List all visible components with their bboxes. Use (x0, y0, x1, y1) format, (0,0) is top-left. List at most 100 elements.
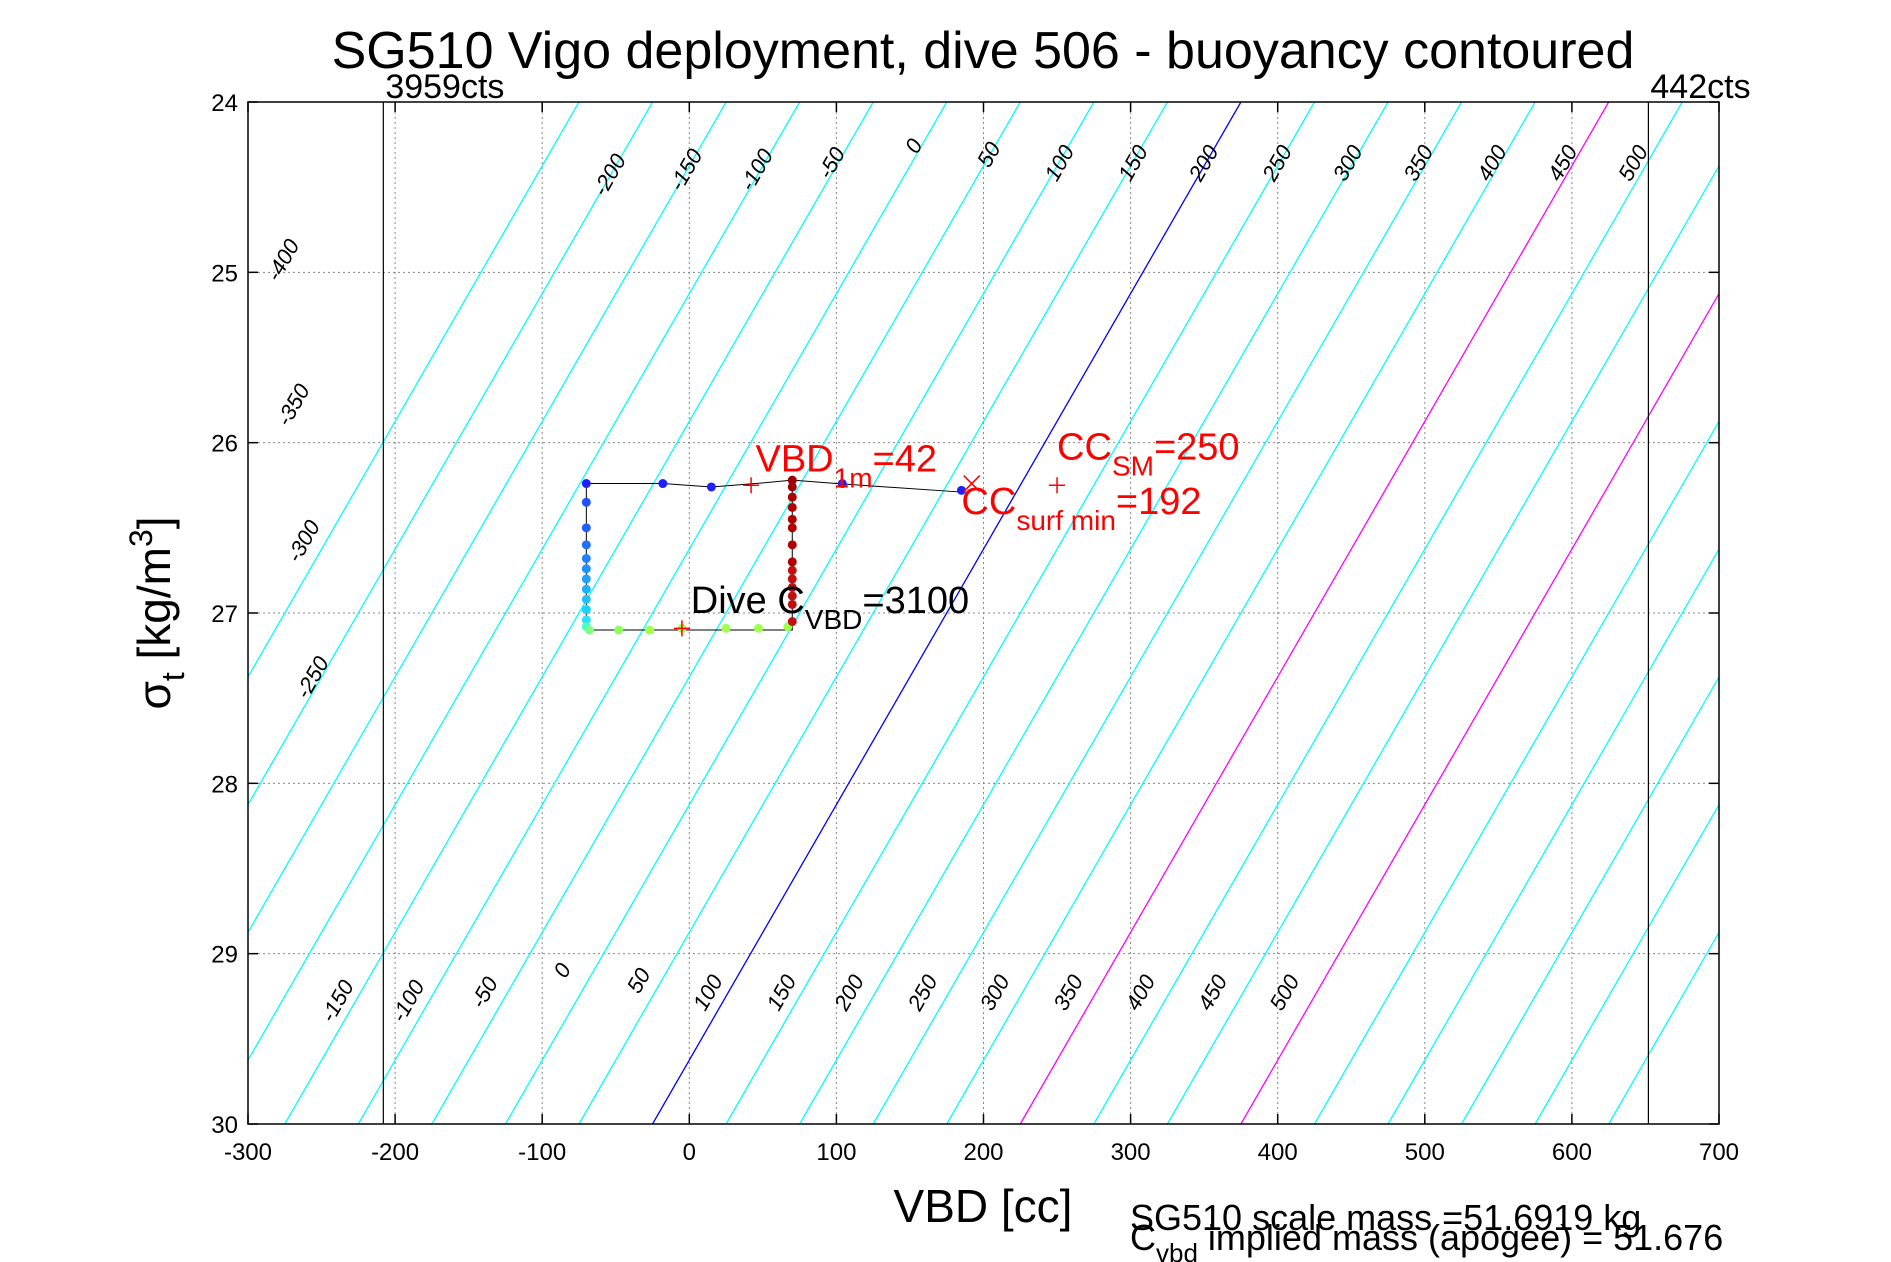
x-marker (963, 475, 981, 493)
contour-line (1608, 931, 1719, 1124)
contour-label: -250 (290, 651, 334, 702)
contour-line (248, 102, 801, 1062)
dive-point (787, 574, 797, 584)
contour-label: 0 (900, 134, 928, 158)
x-tick-label: -300 (224, 1139, 272, 1166)
dive-point (787, 582, 797, 592)
contour-line (1313, 420, 1719, 1124)
contour-label: 200 (1183, 140, 1224, 186)
dive-point (584, 625, 594, 635)
y-tick-label: 24 (211, 90, 238, 117)
plus-marker (673, 620, 690, 637)
dive-point (787, 492, 797, 502)
x-tick-label: -200 (371, 1139, 419, 1166)
dive-point (837, 479, 847, 489)
contour-line (946, 102, 1536, 1124)
dive-point (581, 594, 591, 604)
dive-point (787, 617, 797, 627)
dive-point (753, 623, 763, 633)
contour-label: -100 (386, 975, 430, 1026)
y-axis-label-close: ] (128, 516, 180, 529)
y-tick-label: 30 (211, 1112, 238, 1139)
contour-label: -50 (465, 972, 503, 1013)
vbd-limit-label: 3959cts (385, 68, 504, 106)
footer-implied-mass-rest: implied mass (apogee) = 51.676 (1198, 1217, 1723, 1258)
contour-line (651, 102, 1242, 1124)
tick-layer: -300 -200 -100 0 100 200 300 400 500 600 700242526… (211, 90, 1739, 1166)
vbd-limit-label: 442cts (1650, 68, 1750, 106)
dive-point (787, 565, 797, 575)
dive-point (645, 625, 655, 635)
dive-point (787, 482, 797, 492)
contour-line (248, 102, 727, 934)
y-axis-label-sup: 3 (123, 529, 159, 547)
y-tick-label: 27 (211, 601, 238, 628)
dive-point (581, 479, 591, 489)
dive-point (581, 564, 591, 574)
x-tick-label: 200 (963, 1139, 1003, 1166)
y-tick-label: 26 (211, 431, 238, 458)
contour-label: 350 (1398, 140, 1438, 185)
contour-label: -300 (281, 515, 325, 566)
dive-point (581, 584, 591, 594)
x-axis-label: VBD [cc] (894, 1180, 1073, 1232)
dive-point (614, 625, 624, 635)
dive-point (787, 523, 797, 533)
grid-layer (248, 102, 1719, 1124)
x-tick-label: -100 (518, 1139, 566, 1166)
annotation: Dive CVBD=3100 (691, 580, 969, 635)
contour-label: 250 (1257, 140, 1298, 186)
contour-line (578, 102, 1168, 1124)
dive-point (581, 540, 591, 550)
contour-label: 200 (829, 970, 870, 1016)
contour-line (357, 102, 948, 1124)
limit-layer: 3959cts 442cts (382, 68, 1751, 1124)
y-axis-label-main: σ (128, 681, 180, 709)
contour-line (872, 102, 1463, 1124)
contour-label: -200 (587, 149, 631, 200)
contour-line (1093, 102, 1683, 1124)
contour-label: 250 (902, 970, 943, 1016)
y-tick-label: 25 (211, 260, 238, 287)
contour-label: 150 (1113, 140, 1153, 185)
dive-point (658, 479, 668, 489)
contour-label: -50 (813, 142, 851, 183)
dive-point (787, 557, 797, 567)
contour-label: 500 (1613, 140, 1653, 185)
dive-trace-surface (586, 479, 962, 493)
contour-line (799, 102, 1389, 1124)
dive-point (581, 553, 591, 563)
dive-point (787, 502, 797, 512)
contour-label: 150 (761, 970, 801, 1015)
contour-label: -150 (664, 144, 708, 195)
contour-label: -150 (315, 975, 359, 1026)
dive-point (787, 475, 797, 485)
contour-line (248, 102, 654, 806)
contour-line (1387, 547, 1719, 1124)
contour-line (1019, 102, 1610, 1124)
dive-point (581, 615, 591, 625)
annotation: CCSM=250 (1057, 427, 1239, 482)
x-tick-label: 400 (1258, 1139, 1298, 1166)
footer-scale-mass: SG510 scale mass =51.6919 kg (1130, 1197, 1641, 1238)
contour-label: 100 (688, 970, 728, 1015)
dive-point (787, 591, 797, 601)
y-axis-label: σt [kg/m3] (123, 516, 191, 709)
contour-line (725, 102, 1316, 1124)
x-tick-label: 100 (816, 1139, 856, 1166)
contour-layer (248, 102, 1719, 1124)
dive-point (581, 574, 591, 584)
plus-marker (1049, 477, 1066, 494)
contour-label: 500 (1264, 970, 1304, 1015)
footer-implied-mass-sub: vbd (1156, 1238, 1198, 1262)
x-tick-label: 700 (1699, 1139, 1739, 1166)
y-axis-label-unit: [kg/m (128, 547, 180, 672)
x-tick-label: 600 (1552, 1139, 1592, 1166)
contour-label: 50 (972, 137, 1006, 171)
contour-line (1461, 675, 1719, 1124)
contour-label: 450 (1542, 140, 1582, 185)
dive-point (581, 523, 591, 533)
contour-label: 350 (1048, 970, 1088, 1015)
